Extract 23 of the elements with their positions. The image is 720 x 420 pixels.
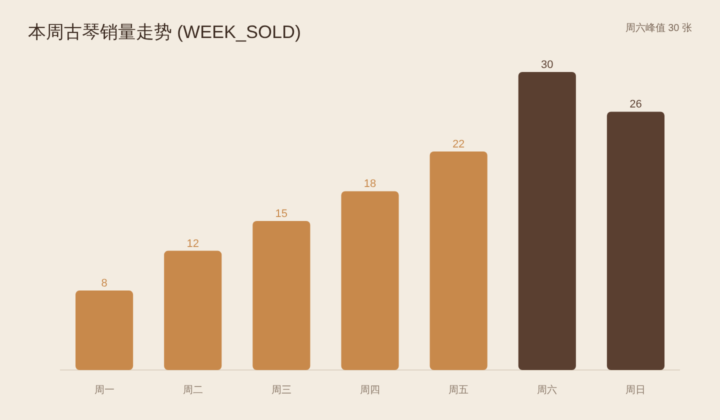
data-label: 30 xyxy=(541,59,554,71)
x-tick-label: 周一 xyxy=(94,385,114,396)
data-label: 18 xyxy=(364,178,376,190)
data-label: 15 xyxy=(275,208,288,220)
x-tick-label: 周二 xyxy=(182,385,203,396)
data-label: 22 xyxy=(452,138,465,150)
data-label: 26 xyxy=(630,98,642,111)
x-tick-label: 周日 xyxy=(626,385,646,396)
bar xyxy=(76,290,134,370)
data-label: 8 xyxy=(101,278,108,290)
x-tick-label: 周五 xyxy=(448,385,469,396)
bar xyxy=(341,191,399,370)
x-tick-label: 周三 xyxy=(271,385,292,396)
bar xyxy=(164,250,222,370)
x-tick-label: 周六 xyxy=(537,384,558,396)
bar xyxy=(252,221,310,370)
text: 周六峰值 30 张 xyxy=(625,22,692,34)
data-label: 12 xyxy=(186,238,199,250)
bar xyxy=(430,151,488,370)
bar xyxy=(606,112,664,370)
x-tick-label: 周四 xyxy=(360,385,380,396)
bar xyxy=(518,72,576,370)
chart-title: 本周古琴销量走势 (WEEK_SOLD) xyxy=(28,22,302,42)
